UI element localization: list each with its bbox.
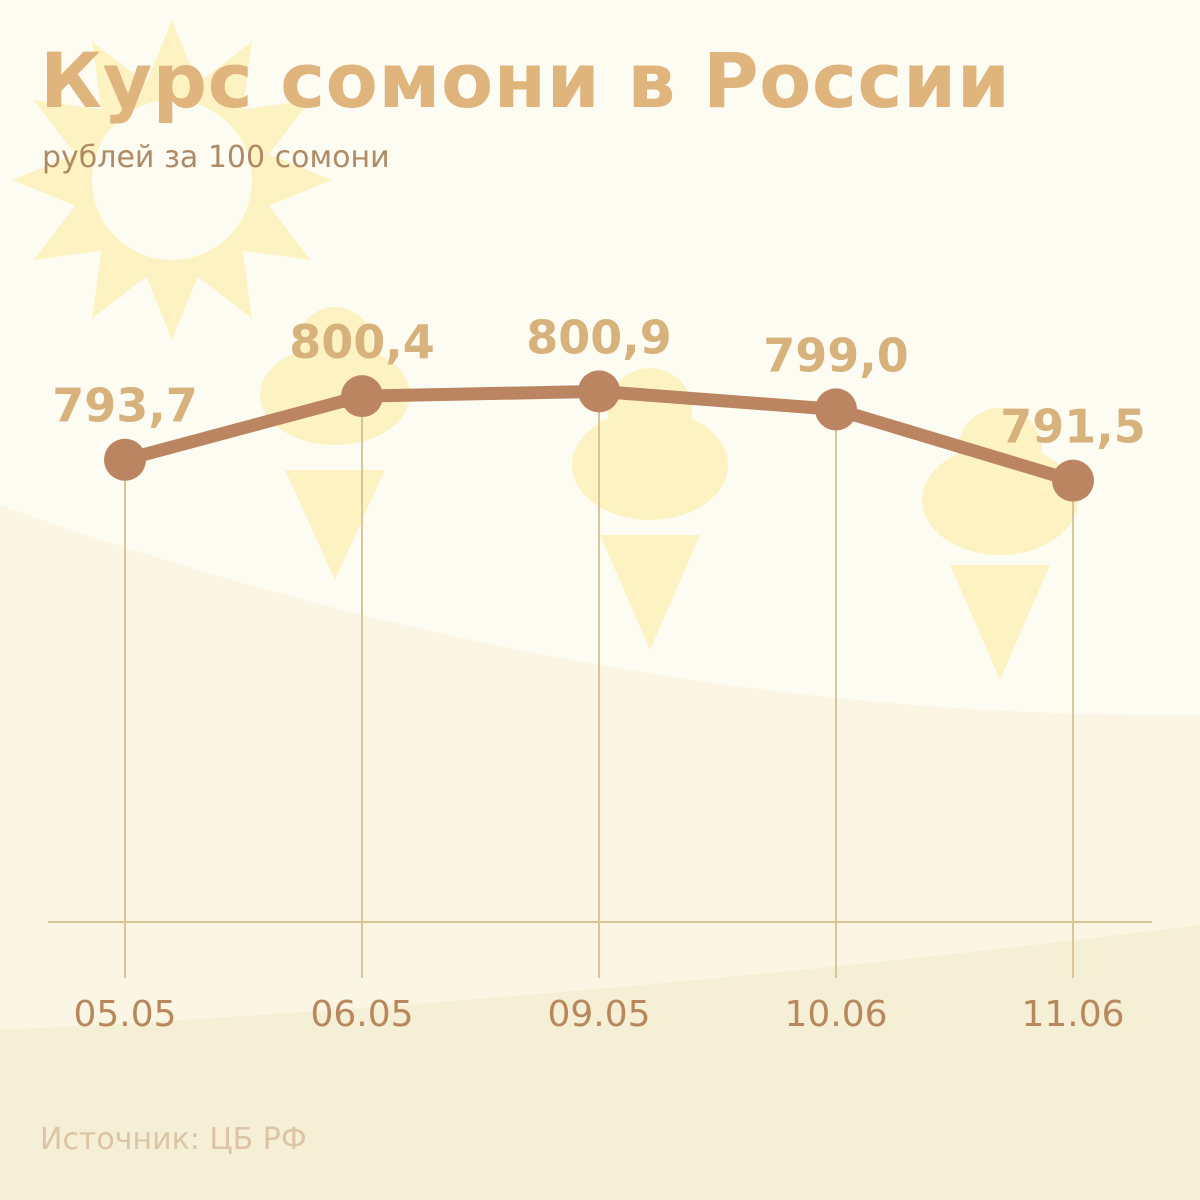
page-title: Курс сомони в России — [40, 36, 1011, 125]
data-label: 800,9 — [526, 310, 672, 364]
x-tick-label: 06.05 — [310, 994, 413, 1035]
x-tick-label: 05.05 — [73, 994, 176, 1035]
data-label: 793,7 — [52, 379, 198, 433]
data-point — [104, 438, 146, 481]
x-tick-label: 10.06 — [784, 994, 887, 1035]
data-label: 800,4 — [289, 315, 435, 369]
source-note: Источник: ЦБ РФ — [40, 1122, 307, 1157]
x-tick-label: 11.06 — [1021, 994, 1124, 1035]
data-label: 791,5 — [1000, 400, 1146, 454]
sun-icon — [12, 20, 332, 340]
data-point — [815, 388, 857, 431]
x-tick-label: 09.05 — [547, 994, 650, 1035]
ice-cream-icon — [572, 368, 728, 650]
data-point — [578, 370, 620, 413]
data-label: 799,0 — [763, 328, 909, 382]
data-point — [341, 375, 383, 418]
data-point — [1052, 459, 1094, 502]
chart-subtitle: рублей за 100 сомони — [42, 140, 390, 175]
